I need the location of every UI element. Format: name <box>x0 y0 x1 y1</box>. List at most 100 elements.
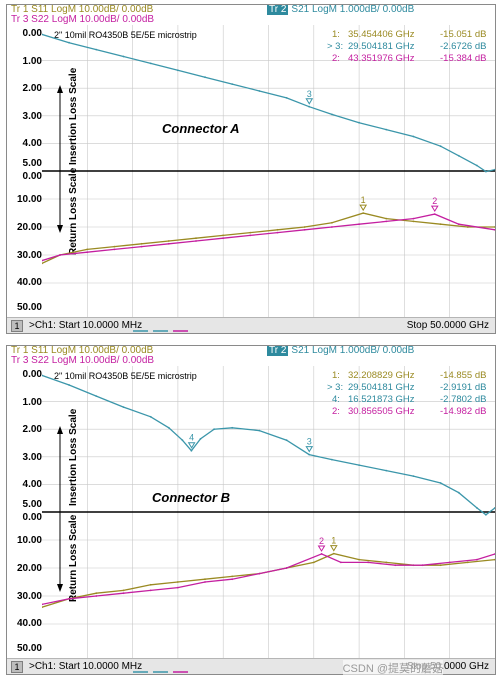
marker-4-freq: 16.521873 GHz <box>348 394 415 405</box>
marker-1-freq: 32.208829 GHz <box>348 370 415 381</box>
series-s11-point <box>204 578 206 581</box>
measurement-annotation: 2" 10mil RO4350B 5E/5E microstrip <box>54 371 197 381</box>
series-s22-point <box>340 561 342 564</box>
series-s22-point <box>122 592 125 595</box>
marker-2-triangle[interactable] <box>317 545 326 552</box>
series-s11-point <box>358 558 360 561</box>
series-s22-point <box>167 242 170 245</box>
series-s22-point <box>412 217 415 220</box>
y-tick-rl-0: 0.00 <box>22 171 42 182</box>
marker-points: 4 3 12 <box>187 433 338 552</box>
series-s22-point <box>433 213 436 216</box>
series-s21-point <box>412 475 415 477</box>
series-s22-point <box>320 553 323 555</box>
y-tick-il-3: 3.00 <box>22 452 42 463</box>
start-frequency[interactable]: >Ch1: Start 10.0000 MHz <box>29 320 143 331</box>
trace-2-text: S21 LogM 1.000dB/ 0.00dB <box>291 4 415 15</box>
series-s22-line <box>42 553 495 606</box>
series-s21-point <box>122 55 125 58</box>
start-frequency[interactable]: >Ch1: Start 10.0000 MHz <box>29 661 143 672</box>
series-group <box>42 33 495 265</box>
series-s22-point <box>331 226 333 228</box>
series-s22-point <box>394 564 397 567</box>
series-s21-point <box>385 469 388 472</box>
series-s11-point <box>86 248 89 251</box>
series-s11-point <box>167 240 170 242</box>
series-s22-point <box>95 595 98 597</box>
trace-1-label[interactable]: Tr 1 S11 LogM 10.00dB/ 0.00dB <box>11 4 154 15</box>
series-s21-point <box>412 135 415 138</box>
marker-3-label: > 3: <box>327 382 343 393</box>
series-s21-point <box>181 439 184 442</box>
series-s22-point <box>231 578 234 581</box>
marker-1-triangle[interactable] <box>329 545 338 552</box>
connector-label: Connector A <box>162 121 240 136</box>
series-s21-point <box>439 482 442 484</box>
series-s21-point <box>439 145 442 148</box>
series-s21-point <box>285 97 288 99</box>
return-loss-axis-label: Return Loss Scale <box>68 167 79 255</box>
series-s22-point <box>59 254 61 256</box>
series-s11-point <box>494 558 495 561</box>
series-s21-point <box>258 90 261 92</box>
marker-4-label: 4: <box>332 394 340 405</box>
series-s22-point <box>303 228 306 231</box>
trace-1-label[interactable]: Tr 1 S11 LogM 10.00dB/ 0.00dB <box>11 345 154 356</box>
marker-3-value: -2.6726 dB <box>440 41 486 52</box>
stop-frequency[interactable]: Stop 50.0000 GHz <box>406 661 489 672</box>
series-s22-point <box>494 553 495 555</box>
channel-indicator[interactable]: 1 <box>11 320 23 332</box>
marker-3-tag: 3 <box>307 437 312 447</box>
channel-indicator[interactable]: 1 <box>11 661 23 673</box>
series-s22-point <box>42 259 43 262</box>
y-tick-rl-0: 0.00 <box>22 512 42 523</box>
trace-2-label[interactable]: Tr 2 S21 LogM 1.000dB/ 0.00dB <box>267 5 414 15</box>
series-s21-point <box>494 507 495 509</box>
y-tick-il-2: 2.00 <box>22 424 42 435</box>
trace-2-label[interactable]: Tr 2 S21 LogM 1.000dB/ 0.00dB <box>267 346 414 356</box>
series-s21-point <box>42 33 43 36</box>
series-s22-point <box>68 597 70 600</box>
series-s11-point <box>249 231 252 234</box>
marker-1-tag: 1 <box>331 536 336 546</box>
series-s11-point <box>95 592 98 595</box>
marker-4-triangle[interactable] <box>187 442 196 449</box>
y-tick-rl-5: 50.00 <box>16 302 42 313</box>
marker-2-value: -15.384 dB <box>440 53 486 64</box>
series-s21-point <box>457 154 460 157</box>
series-s22-point <box>204 581 206 583</box>
series-s11-point <box>439 564 442 567</box>
series-s21-point <box>485 513 487 516</box>
marker-3-triangle[interactable] <box>305 446 314 453</box>
stop-frequency[interactable]: Stop 50.0000 GHz <box>406 320 489 331</box>
series-s21-point <box>285 439 288 442</box>
series-s21-point <box>308 453 311 456</box>
series-s11-point <box>466 561 469 564</box>
series-s21-point <box>176 69 179 72</box>
series-s21-point <box>331 113 333 116</box>
marker-table: 1: 35.454406 GHz -15.051 dB > 3: 29.5041… <box>327 29 486 64</box>
marker-2-triangle[interactable] <box>430 205 439 213</box>
y-tick-il-3: 3.00 <box>22 111 42 122</box>
connector-label: Connector B <box>152 490 230 505</box>
y-tick-il-2: 2.00 <box>22 83 42 94</box>
marker-3-triangle[interactable] <box>305 98 314 105</box>
series-s21-line <box>42 33 495 173</box>
series-s11-point <box>122 589 125 592</box>
watermark: CSDN @提莫的蘑菇 <box>342 660 443 676</box>
y-tick-il-4: 4.00 <box>22 138 42 149</box>
series-s11-point <box>412 220 415 223</box>
series-s11-point <box>176 581 179 583</box>
trace-3-label[interactable]: Tr 3 S22 LogM 10.00dB/ 0.00dB <box>11 355 155 366</box>
y-tick-rl-5: 50.00 <box>16 643 42 654</box>
marker-1-triangle[interactable] <box>359 204 368 212</box>
trace-3-label[interactable]: Tr 3 S22 LogM 10.00dB/ 0.00dB <box>11 14 155 25</box>
series-s22-point <box>457 223 460 226</box>
trace-2-tag: Tr 2 <box>267 4 289 15</box>
series-s11-point <box>494 226 495 228</box>
series-s22-point <box>276 231 279 234</box>
series-s21-point <box>331 458 333 461</box>
series-s22-point <box>195 240 197 242</box>
series-s11-point <box>303 226 306 228</box>
grid <box>42 25 495 317</box>
